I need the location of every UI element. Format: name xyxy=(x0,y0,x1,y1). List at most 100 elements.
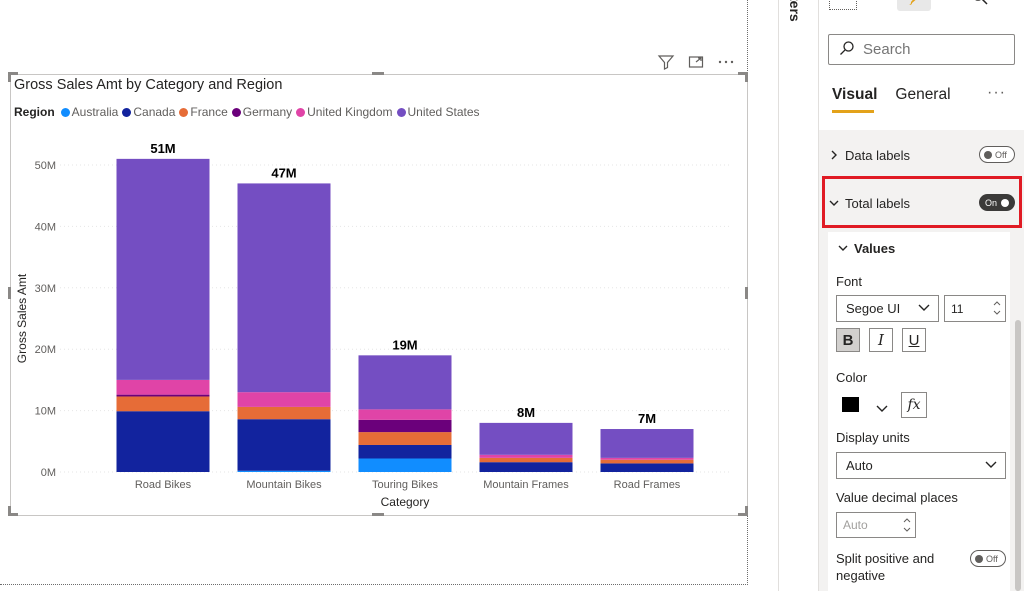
legend-label: Canada xyxy=(133,105,176,119)
resize-handle-tr-v[interactable] xyxy=(745,72,748,82)
search-icon xyxy=(839,40,855,60)
tab-general[interactable]: General xyxy=(895,86,951,103)
legend-marker xyxy=(231,107,241,117)
stepper-arrows-icon[interactable] xyxy=(902,515,912,538)
bar-segment xyxy=(237,183,331,393)
resize-handle-bl[interactable] xyxy=(8,513,18,516)
legend-item[interactable]: Australia xyxy=(60,105,118,119)
italic-button[interactable]: I xyxy=(869,328,893,352)
y-tick-label: 10M xyxy=(35,406,56,418)
pane-more-options[interactable]: ··· xyxy=(987,84,1006,101)
values-header[interactable]: Values xyxy=(838,241,895,256)
resize-handle-br[interactable] xyxy=(738,513,748,516)
total-labels-card[interactable]: Total labels On xyxy=(829,194,1015,211)
split-positive-negative-toggle[interactable]: Off xyxy=(970,550,1006,567)
data-labels-card[interactable]: Data labels Off xyxy=(829,146,1015,163)
legend-label: United Kingdom xyxy=(307,105,393,119)
search-input[interactable] xyxy=(861,40,1005,59)
resize-handle-top[interactable] xyxy=(372,72,384,75)
pane-tabs: Visual General xyxy=(832,86,951,104)
data-labels-label: Data labels xyxy=(845,148,911,163)
bar-segment xyxy=(116,396,210,412)
filters-pane-collapsed-tab[interactable]: ters xyxy=(785,0,807,36)
bar-segment xyxy=(358,444,452,459)
more-options-icon[interactable] xyxy=(716,52,736,72)
build-visual-icon[interactable] xyxy=(829,0,857,10)
search-field[interactable] xyxy=(828,34,1015,65)
bar-segment xyxy=(600,459,694,464)
decimal-places-placeholder: Auto xyxy=(843,518,868,532)
legend-item[interactable]: United Kingdom xyxy=(296,105,393,119)
pane-divider xyxy=(778,0,779,591)
conditional-format-button[interactable]: fx xyxy=(901,392,927,418)
toggle-knob xyxy=(975,554,983,563)
chevron-down-icon xyxy=(838,242,850,256)
display-units-select[interactable]: Auto xyxy=(836,452,1006,479)
bar-segment xyxy=(116,411,210,472)
split-label-line2: negative xyxy=(836,568,886,583)
legend-item[interactable]: Canada xyxy=(122,105,175,119)
color-swatch xyxy=(842,397,859,412)
x-axis-title: Category xyxy=(381,495,430,509)
canvas-boundary-bottom xyxy=(0,584,748,585)
total-labels-toggle[interactable]: On xyxy=(979,194,1015,211)
font-family-select[interactable]: Segoe UI xyxy=(836,295,939,322)
y-tick-label: 40M xyxy=(35,221,56,233)
stacked-column-chart: 0M 10M 20M 30M 40M 50M Gross Sales Amt 51M Road … xyxy=(15,141,730,509)
pane-scrollbar[interactable] xyxy=(1015,320,1021,591)
font-label: Font xyxy=(836,274,863,289)
pane-icon-row xyxy=(829,0,989,11)
legend-label: Germany xyxy=(242,105,293,119)
resize-handle-tl-v[interactable] xyxy=(8,72,11,82)
analytics-icon[interactable] xyxy=(971,0,989,11)
underline-button[interactable]: U xyxy=(902,328,926,352)
resize-handle-tl[interactable] xyxy=(8,72,18,75)
toggle-state: Off xyxy=(986,553,998,564)
chart-title: Gross Sales Amt by Category and Region xyxy=(14,77,283,93)
y-tick-label: 50M xyxy=(35,160,56,172)
bar-segment xyxy=(237,392,331,407)
tab-visual[interactable]: Visual xyxy=(832,86,878,103)
focus-mode-icon[interactable] xyxy=(686,52,706,72)
filter-icon[interactable] xyxy=(656,52,676,72)
x-tick-label: Mountain Frames xyxy=(483,479,569,491)
bar-segment xyxy=(116,158,210,380)
resize-handle-right[interactable] xyxy=(745,287,748,299)
resize-handle-left[interactable] xyxy=(8,287,11,299)
bar-segment xyxy=(116,394,210,397)
filters-label: ters xyxy=(787,0,803,22)
resize-handle-br-v[interactable] xyxy=(745,506,748,516)
legend-item[interactable]: Germany xyxy=(231,105,293,119)
resize-handle-bottom[interactable] xyxy=(372,513,384,516)
resize-handle-bl-v[interactable] xyxy=(8,506,11,516)
legend-item[interactable]: France xyxy=(179,105,228,119)
bar-segment xyxy=(237,470,331,472)
legend-title: Region xyxy=(14,105,55,119)
legend-marker xyxy=(122,107,132,117)
bar-segment xyxy=(479,454,573,458)
y-tick-label: 20M xyxy=(35,344,56,356)
toggle-state: On xyxy=(985,197,998,208)
legend-marker xyxy=(179,107,189,117)
bold-button[interactable]: B xyxy=(836,328,860,352)
format-visual-icon[interactable] xyxy=(897,0,931,11)
resize-handle-tr[interactable] xyxy=(738,72,748,75)
bar-segment xyxy=(358,355,452,410)
values-card: Values Font Segoe UI 11 B I U Color fx D… xyxy=(828,232,1010,591)
display-units-value: Auto xyxy=(846,458,873,473)
decimal-places-stepper[interactable]: Auto xyxy=(836,512,916,538)
bar-segment xyxy=(600,457,694,460)
highlight-annotation xyxy=(822,176,1022,228)
total-label: 47M xyxy=(271,165,296,180)
font-size-stepper[interactable]: 11 xyxy=(944,295,1006,322)
bar-segment xyxy=(237,419,331,471)
stepper-arrows-icon[interactable] xyxy=(992,298,1002,321)
total-label: 7M xyxy=(638,411,656,426)
x-tick-label: Touring Bikes xyxy=(372,479,439,491)
toggle-knob xyxy=(1001,198,1010,207)
legend-marker xyxy=(296,107,306,117)
data-labels-toggle[interactable]: Off xyxy=(979,146,1015,163)
legend-item[interactable]: United States xyxy=(396,105,480,119)
legend-marker xyxy=(396,107,406,117)
color-picker[interactable] xyxy=(836,392,894,419)
